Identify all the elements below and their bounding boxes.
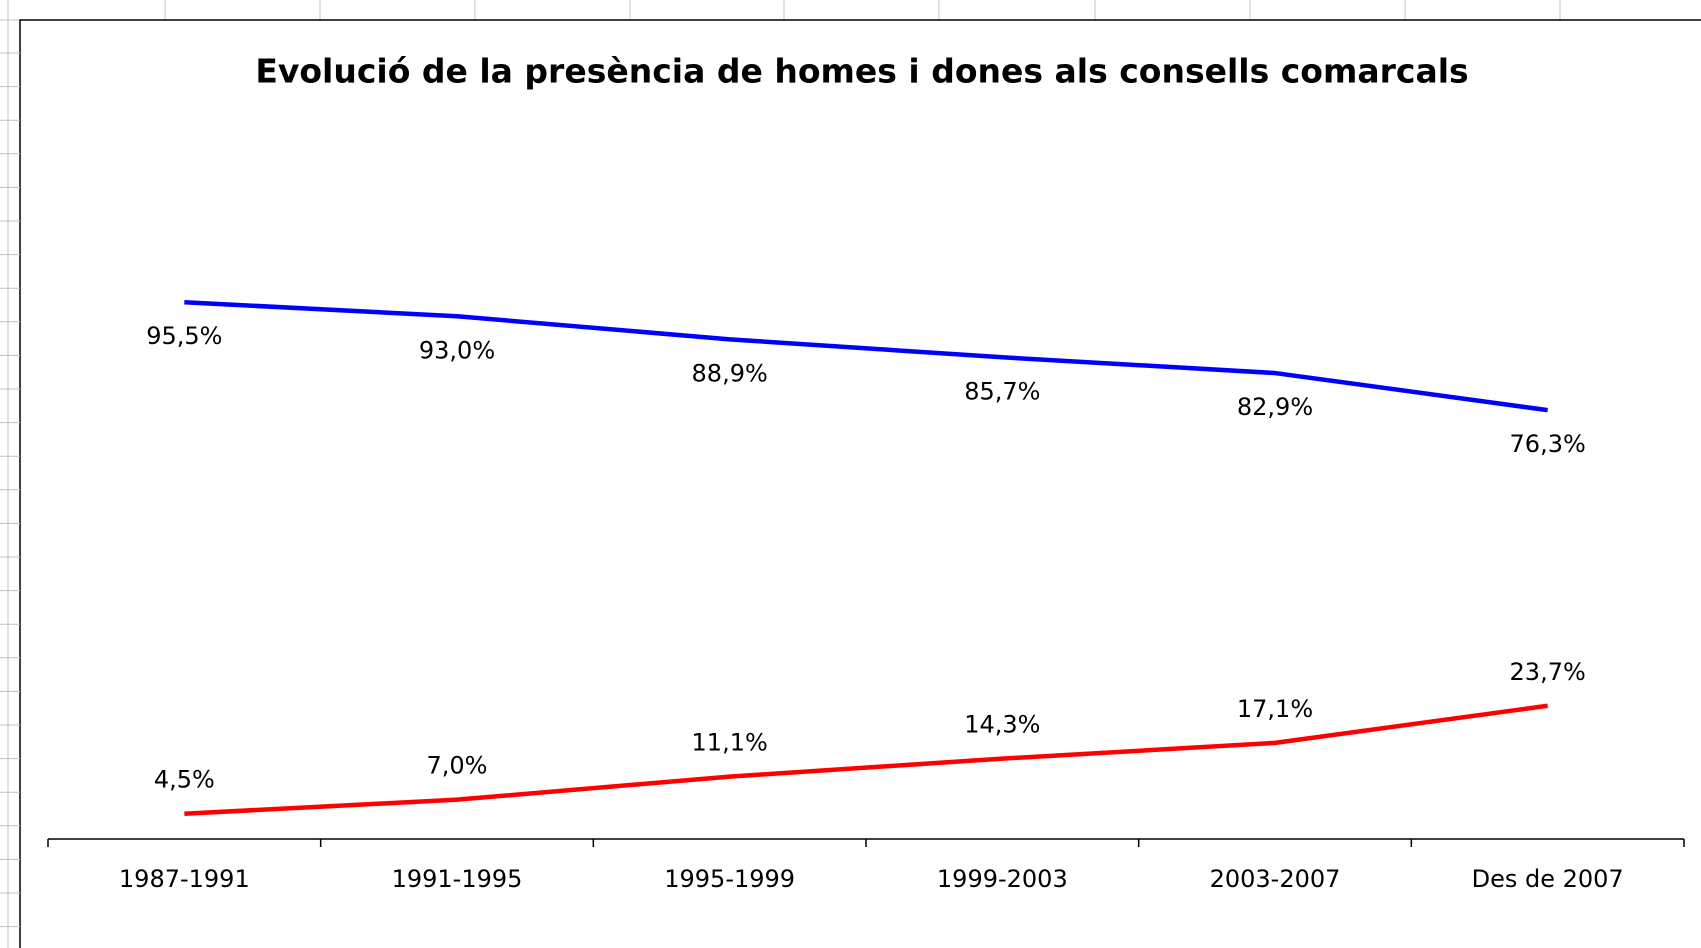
chart-area: [19, 19, 1701, 948]
data-label: 82,9%: [1237, 393, 1313, 421]
series-line: [184, 703, 1548, 816]
data-label: 95,5%: [146, 322, 222, 350]
data-label: 23,7%: [1510, 658, 1586, 686]
data-label: 4,5%: [154, 766, 215, 794]
chart-title: Evolució de la presència de homes i done…: [255, 52, 1468, 91]
x-tick-label: 2003-2007: [1210, 865, 1341, 893]
data-label: 88,9%: [692, 359, 768, 387]
data-label: 11,1%: [692, 729, 768, 757]
data-label: 76,3%: [1510, 430, 1586, 458]
x-tick-label: 1991-1995: [392, 865, 523, 893]
x-tick-label: 1999-2003: [937, 865, 1068, 893]
data-label: 93,0%: [419, 336, 495, 364]
data-label: 14,3%: [964, 711, 1040, 739]
x-tick-label: 1987-1991: [119, 865, 250, 893]
series-line: [184, 299, 1548, 413]
x-tick-label: 1995-1999: [664, 865, 795, 893]
data-label: 7,0%: [427, 752, 488, 780]
data-label: 17,1%: [1237, 695, 1313, 723]
x-tick-label: Des de 2007: [1472, 865, 1624, 893]
data-label: 85,7%: [964, 377, 1040, 405]
